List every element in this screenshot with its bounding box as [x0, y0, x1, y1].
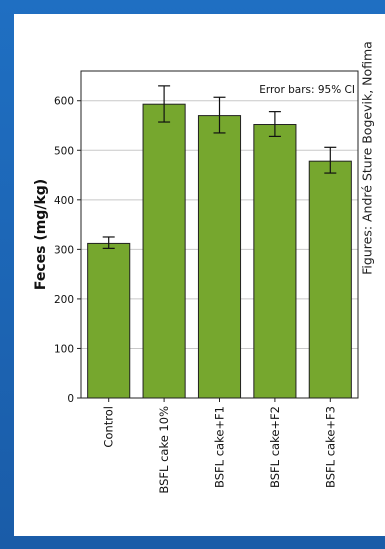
error-bars: [102, 85, 337, 249]
y-tick-label: 100: [54, 343, 74, 355]
bar: [308, 160, 352, 399]
y-tick-label: 0: [67, 393, 74, 405]
bars: [87, 103, 352, 399]
y-tick-label: 500: [54, 145, 74, 157]
y-tick-label: 200: [54, 294, 74, 306]
bar: [142, 103, 186, 399]
photo-credit: Figures: André Sture Bogevik, Nofima: [359, 41, 375, 275]
y-tick-label: 600: [54, 96, 74, 108]
x-tick-label: Control: [102, 406, 116, 448]
axes: [77, 70, 359, 402]
y-tick-label: 300: [54, 244, 74, 256]
y-tick-label: 400: [54, 195, 74, 207]
bar: [253, 124, 297, 399]
bar: [197, 115, 242, 399]
error-bars-annotation: Error bars: 95% CI: [259, 84, 355, 96]
x-tick-label: BSFL cake+F3: [323, 406, 337, 488]
plot-frame: [80, 70, 359, 399]
x-tick-label: BSFL cake 10%: [157, 406, 171, 494]
bar: [87, 242, 131, 399]
y-axis-label: Feces (mg/kg): [33, 179, 49, 290]
x-tick-label: BSFL cake+F2: [268, 406, 282, 488]
tick-labels: 0 100 200 300 400 500 600 Control BSFL cake 10% B…: [54, 96, 337, 494]
x-tick-label: BSFL cake+F1: [213, 406, 227, 488]
